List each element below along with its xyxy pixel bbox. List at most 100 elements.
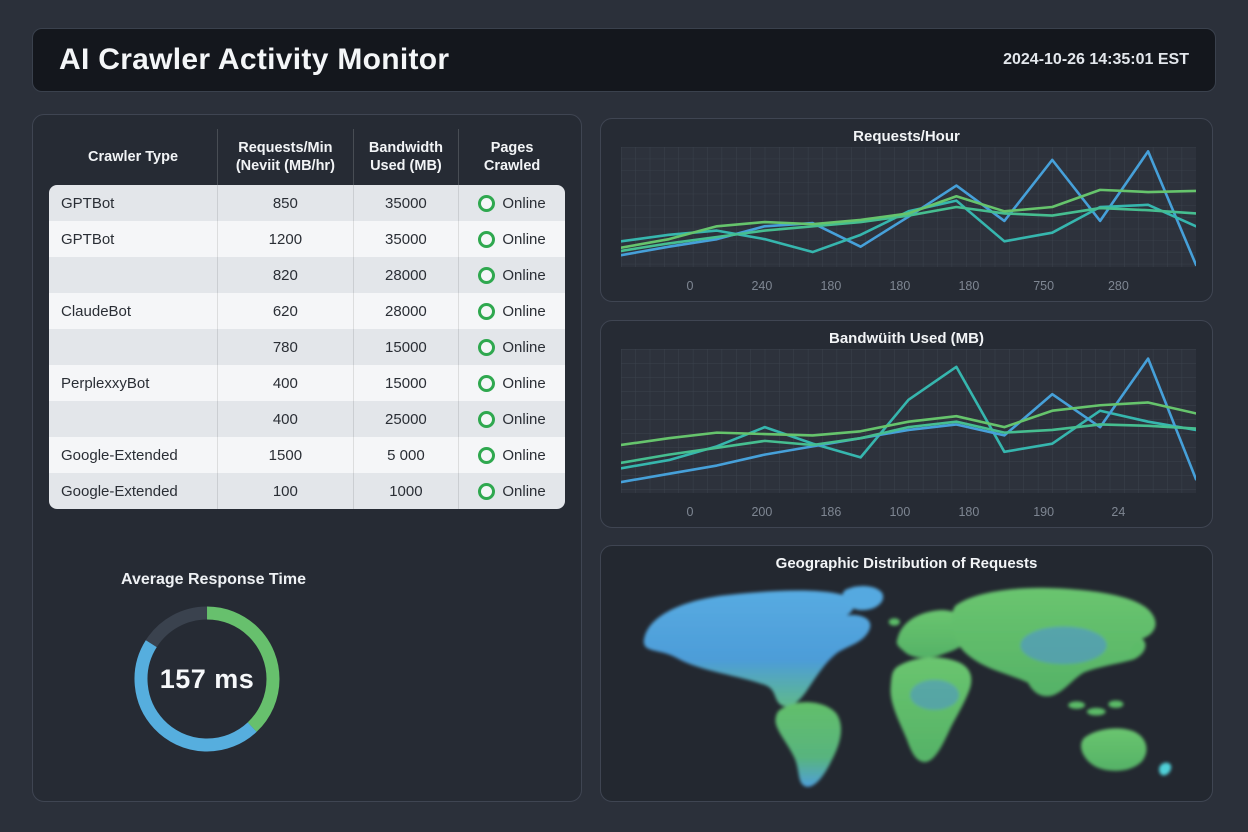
status-label: Online	[502, 482, 546, 500]
crawler-table-panel: Crawler Type Requests/Min (Neviit (MB/hr) B…	[32, 114, 582, 802]
online-status-icon	[478, 266, 496, 284]
requests-hour-chart-panel: Requests/Hour 0 240 180 180 180 750 280	[600, 118, 1213, 302]
column-header-3: Pages Crawled	[483, 140, 541, 175]
x-tick-label: 180	[958, 279, 980, 293]
status-label: Online	[502, 194, 546, 212]
x-tick-label: 180	[889, 279, 911, 293]
table-row: Google-Extended 100 1000 Online	[49, 473, 565, 510]
crawler-name-cell	[49, 257, 219, 294]
status-cell: Online	[458, 437, 565, 474]
map-island	[1086, 707, 1106, 716]
x-tick-label: 200	[751, 505, 773, 519]
requests-cell: 1500	[217, 437, 354, 474]
map-asia-blue-patch	[1020, 626, 1107, 664]
table-row: 820 28000 Online	[49, 257, 565, 294]
crawler-name-cell: PerplexxyBot	[49, 365, 219, 402]
bandwidth-cell: 35000	[353, 221, 460, 258]
x-tick-label: 186	[820, 505, 842, 519]
online-status-icon	[478, 194, 496, 212]
crawler-table: Crawler Type Requests/Min (Neviit (MB/hr) B…	[49, 129, 565, 510]
x-tick-label: 0	[686, 279, 694, 293]
status-cell: Online	[458, 257, 565, 294]
world-map-container	[611, 578, 1202, 793]
requests-hour-chart-title: Requests/Hour	[853, 128, 960, 145]
online-status-icon	[478, 446, 496, 464]
status-cell: Online	[458, 221, 565, 258]
crawler-table-header: Crawler Type Requests/Min (Neviit (MB/hr) B…	[49, 129, 565, 186]
map-greenland	[842, 585, 884, 611]
bandwidth-x-axis: 0 200 186 100 180 190 24	[621, 505, 1196, 521]
crawler-name-cell: GPTBot	[49, 221, 219, 258]
response-time-gauge: 157 ms	[95, 599, 319, 795]
status-label: Online	[502, 410, 546, 428]
crawler-name-cell: GPTBot	[49, 185, 219, 222]
table-row: 780 15000 Online	[49, 329, 565, 366]
gauge-segment-track	[134, 606, 280, 752]
requests-cell: 780	[217, 329, 354, 366]
map-north-america	[643, 590, 871, 707]
table-row: PerplexxyBot 400 15000 Online	[49, 365, 565, 402]
bandwidth-cell: 28000	[353, 257, 460, 294]
column-header-0: Crawler Type	[49, 129, 219, 186]
page-title: AI Crawler Activity Monitor	[59, 43, 450, 76]
status-cell: Online	[458, 473, 565, 510]
status-label: Online	[502, 446, 546, 464]
header-bar: AI Crawler Activity Monitor 2024-10-26 1…	[32, 28, 1216, 92]
line-series-green	[621, 190, 1196, 248]
x-tick-label: 190	[1033, 505, 1055, 519]
requests-cell: 820	[217, 257, 354, 294]
status-label: Online	[502, 266, 546, 284]
gauge-donut-chart	[134, 606, 280, 752]
status-label: Online	[502, 338, 546, 356]
bandwidth-cell: 5 000	[353, 437, 460, 474]
line-series-teal	[621, 367, 1196, 468]
column-header-1: Requests/Min (Neviit (MB/hr)	[217, 129, 354, 186]
line-series-seagreen	[621, 422, 1196, 463]
crawler-name-cell: ClaudeBot	[49, 293, 219, 330]
x-tick-label: 0	[686, 505, 694, 519]
crawler-name-cell: Google-Extended	[49, 437, 219, 474]
map-africa-blue-patch	[910, 679, 959, 710]
x-tick-label: 24	[1111, 505, 1126, 519]
map-australia	[1081, 728, 1147, 771]
geo-map-title: Geographic Distribution of Requests	[775, 555, 1038, 572]
x-tick-label: 180	[958, 505, 980, 519]
gauge-value: 157 ms	[159, 663, 255, 694]
online-status-icon	[478, 302, 496, 320]
timestamp: 2024-10-26 14:35:01 EST	[1003, 51, 1189, 68]
online-status-icon	[478, 482, 496, 500]
world-map	[643, 585, 1172, 787]
status-label: Online	[502, 230, 546, 248]
requests-hour-line-chart	[621, 147, 1196, 267]
line-series-seagreen	[621, 207, 1196, 251]
crawler-name-cell	[49, 401, 219, 438]
status-cell: Online	[458, 365, 565, 402]
map-south-america	[775, 702, 842, 787]
map-island	[1068, 701, 1086, 709]
status-cell: Online	[458, 401, 565, 438]
crawler-name-cell	[49, 329, 219, 366]
table-row: GPTBot 850 35000 Online	[49, 185, 565, 222]
table-row: ClaudeBot 620 28000 Online	[49, 293, 565, 330]
map-island	[1129, 643, 1142, 659]
map-africa	[890, 657, 972, 763]
x-tick-label: 750	[1033, 279, 1055, 293]
status-cell: Online	[458, 185, 565, 222]
bandwidth-cell: 28000	[353, 293, 460, 330]
bandwidth-cell: 1000	[353, 473, 460, 510]
table-row: GPTBot 1200 35000 Online	[49, 221, 565, 258]
bandwidth-cell: 15000	[353, 365, 460, 402]
online-status-icon	[478, 374, 496, 392]
x-tick-label: 100	[889, 505, 911, 519]
x-tick-label: 280	[1107, 279, 1129, 293]
line-series-green	[621, 402, 1196, 445]
bandwidth-cell: 15000	[353, 329, 460, 366]
crawler-name-cell: Google-Extended	[49, 473, 219, 510]
requests-cell: 620	[217, 293, 354, 330]
map-new-zealand	[1159, 762, 1172, 776]
requests-hour-plot-area	[621, 147, 1196, 267]
requests-cell: 100	[217, 473, 354, 510]
online-status-icon	[478, 338, 496, 356]
x-tick-label: 180	[820, 279, 842, 293]
status-cell: Online	[458, 329, 565, 366]
